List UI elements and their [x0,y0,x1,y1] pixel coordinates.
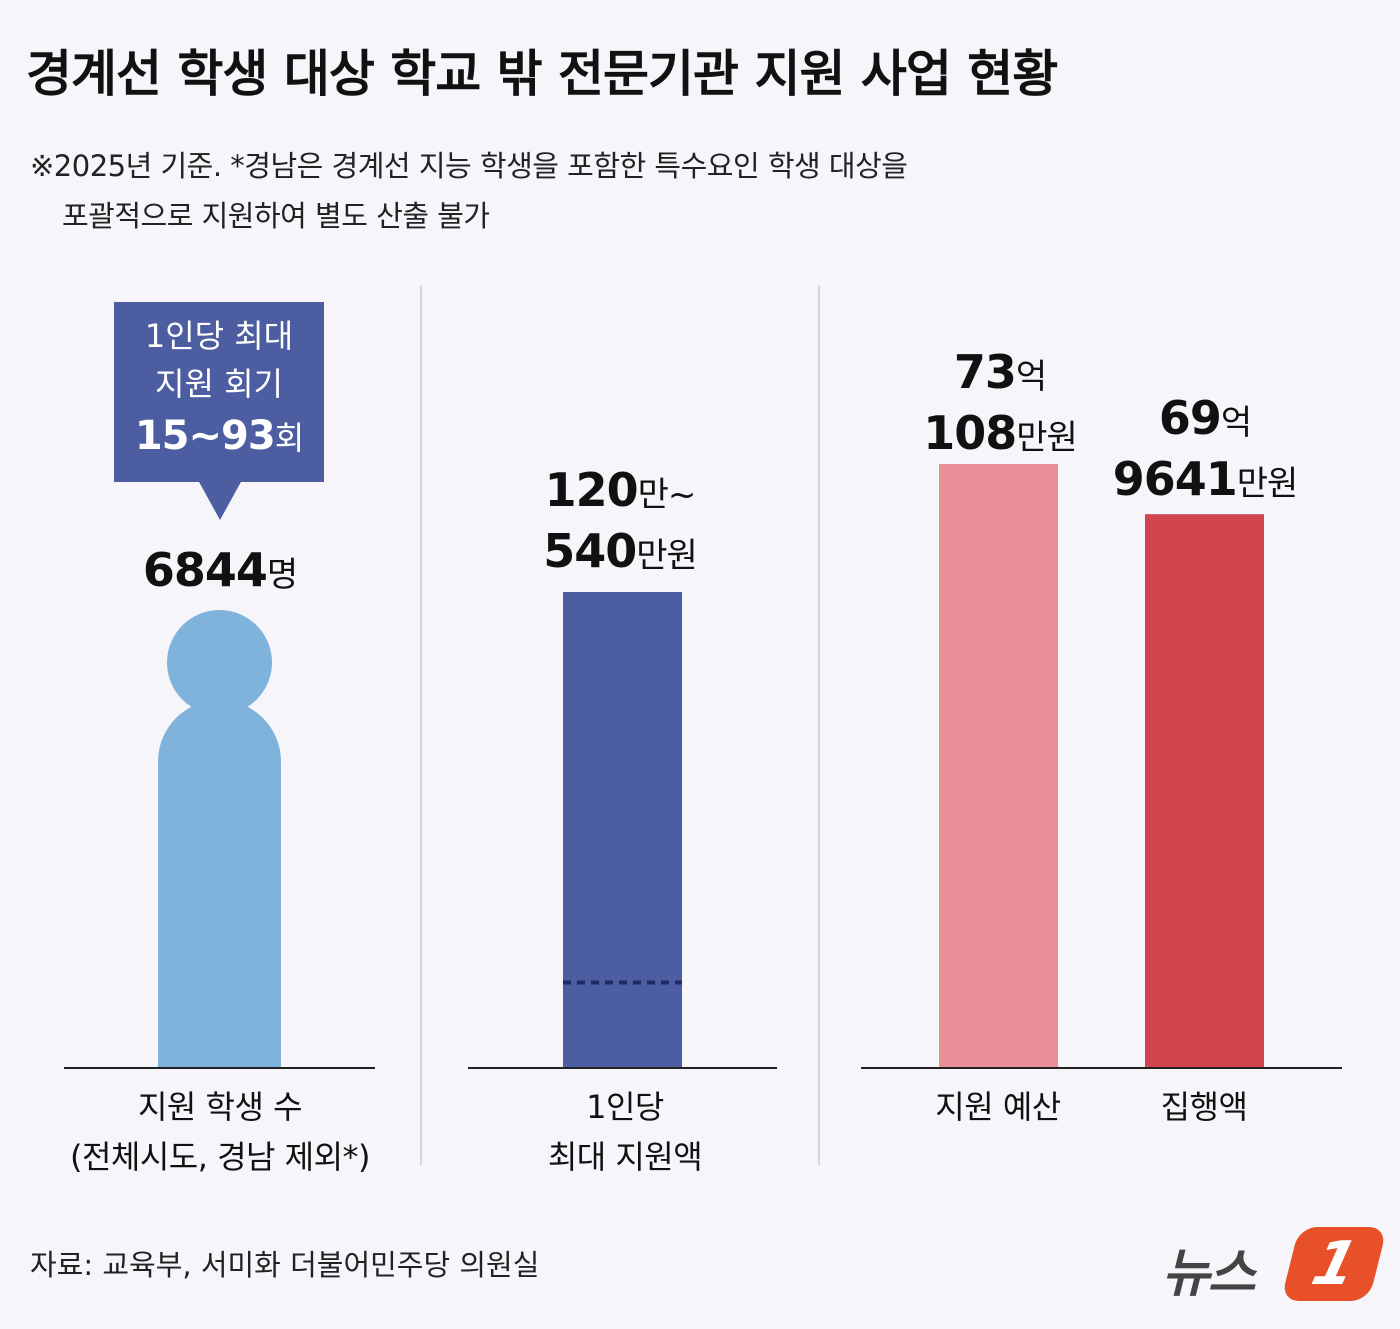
callout-line-1: 1인당 최대 [144,317,294,355]
students-value-number: 6844 [142,543,268,597]
person-pictogram-body [158,700,281,1068]
logo-text: 뉴스 [1162,1244,1256,1304]
chart-title: 경계선 학생 대상 학교 밖 전문기관 지원 사업 현황 [26,45,1058,103]
callout-range: 15~93회 [114,408,324,466]
max-support-max-unit: 만원 [636,536,698,576]
budget-category-label: 지원 예산 [935,1088,1061,1126]
baseline-panel-1 [64,1067,375,1069]
spent-man-unit: 만원 [1236,464,1299,504]
max-support-max-number: 540 [543,524,637,578]
max-support-label-line-2: 최대 지원액 [547,1138,703,1176]
person-pictogram-head [167,610,272,715]
spent-eok-number: 69 [1158,391,1222,445]
logo-badge: 1 [1280,1227,1388,1301]
spent-bar [1145,514,1264,1067]
max-support-category-label: 1인당 최대 지원액 [480,1082,770,1182]
footnote-line-2: 포괄적으로 지원하여 별도 산출 불가 [62,199,490,233]
budget-eok-unit: 억 [1015,357,1047,397]
students-label-line-1: 지원 학생 수 [137,1088,303,1126]
max-support-min-number: 120 [544,463,639,517]
panel-divider-1 [420,285,422,1165]
students-category-label: 지원 학생 수 (전체시도, 경남 제외*) [40,1082,400,1182]
sessions-callout: 1인당 최대 지원 회기 15~93회 [114,302,324,482]
spent-category-label: 집행액 [1160,1088,1248,1126]
spent-man-number: 9641 [1112,452,1238,506]
news1-logo: 뉴스 1 [1162,1225,1388,1305]
budget-bar [939,464,1058,1067]
callout-range-number: 15~93 [134,413,276,459]
max-support-bar [563,592,682,1067]
callout-pointer [198,480,242,520]
spent-value-label: 69억 9641만원 [1090,390,1320,512]
logo-mark: 1 [1305,1229,1365,1299]
footnote-line-1: ※2025년 기준. *경남은 경계선 지능 학생을 포함한 특수요인 학생 대… [30,149,908,183]
budget-man-number: 108 [923,406,1017,460]
students-value-unit: 명 [266,555,298,595]
budget-eok-number: 73 [953,345,1017,399]
max-support-min-unit: 만~ [637,475,697,515]
spent-eok-unit: 억 [1220,403,1252,443]
baseline-panel-3 [861,1067,1342,1069]
panel-divider-2 [818,285,820,1165]
callout-line-2: 지원 회기 [155,365,283,403]
budget-value-label: 73억 108만원 [890,344,1110,466]
students-label-line-2: (전체시도, 경남 제외*) [69,1138,371,1176]
callout-range-unit: 회 [274,419,304,457]
max-support-value-label: 120만~ 540만원 [490,462,750,584]
source-credit: 자료: 교육부, 서미화 더불어민주당 의원실 [30,1248,540,1282]
budget-man-unit: 만원 [1016,418,1078,458]
students-value-label: 6844명 [100,542,340,603]
baseline-panel-2 [468,1067,777,1069]
max-support-label-line-1: 1인당 [586,1088,664,1126]
